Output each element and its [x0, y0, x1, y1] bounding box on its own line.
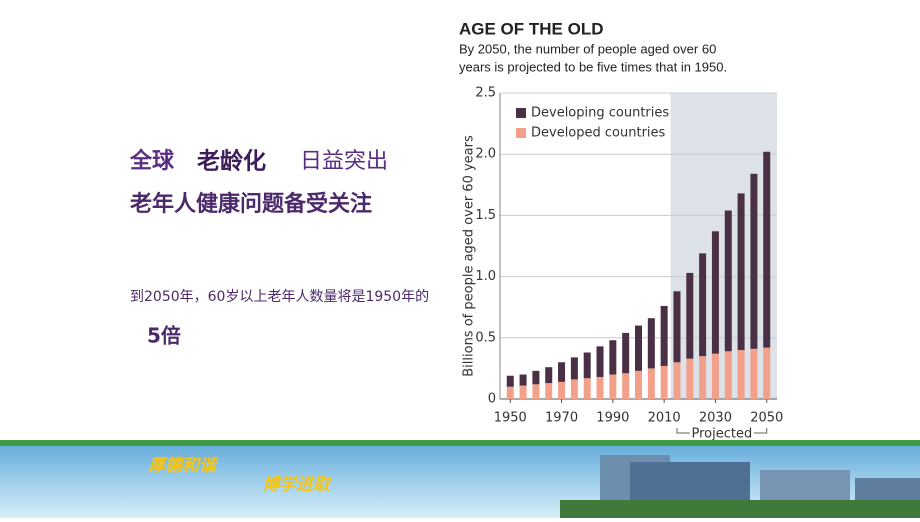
- bar-segment: [673, 291, 681, 363]
- chart-subtitle: years is projected to be five times that…: [459, 59, 727, 74]
- bar-segment: [583, 378, 591, 399]
- chart: AGE OF THE OLD By 2050, the number of peo…: [459, 19, 783, 441]
- banner-text: 厚德和谐: [147, 456, 219, 476]
- x-tick-label: 1950: [494, 411, 527, 426]
- bar-segment: [506, 386, 514, 399]
- annotation: Projected: [691, 427, 752, 442]
- bar-segment: [763, 151, 771, 348]
- bar-segment: [724, 210, 732, 352]
- y-axis-label: Billions of people aged over 60 years: [462, 135, 477, 377]
- trees: [560, 500, 920, 518]
- legend-swatch: [516, 108, 526, 118]
- title-part: 日益突出: [300, 149, 388, 174]
- bar-segment: [519, 374, 527, 386]
- x-tick-label: 1990: [596, 411, 629, 426]
- y-tick-label: 1.0: [475, 269, 496, 284]
- x-tick-label: 2030: [699, 411, 732, 426]
- annotation-bg: [689, 425, 754, 441]
- chart-subtitle: By 2050, the number of people aged over …: [459, 41, 716, 56]
- bar-segment: [673, 362, 681, 399]
- bar-segment: [724, 351, 732, 399]
- banner-strip: [0, 440, 920, 446]
- y-tick-label: 2.0: [475, 147, 496, 162]
- title-part: 老龄化: [196, 148, 266, 175]
- body-text: 到2050年，60岁以上老年人数量将是1950年的: [130, 289, 429, 305]
- legend-swatch: [516, 128, 526, 138]
- slide-title: 全球 老龄化 日益突出 老年人健康问题备受关注: [129, 148, 388, 218]
- bar-segment: [545, 383, 553, 399]
- bar-segment: [711, 353, 719, 399]
- bar-segment: [635, 325, 642, 371]
- bar-segment: [570, 379, 578, 399]
- bar-segment: [763, 347, 771, 399]
- y-tick-label: 0: [488, 392, 496, 407]
- bar-segment: [622, 373, 630, 399]
- bar-segment: [532, 370, 540, 385]
- title-line: 老年人健康问题备受关注: [129, 191, 372, 217]
- body-emphasis: 5倍: [147, 324, 181, 348]
- bar-segment: [583, 352, 591, 379]
- y-tick-label: 2.5: [475, 86, 496, 101]
- bar-segment: [711, 231, 719, 354]
- bar-segment: [660, 305, 668, 366]
- bar-segment: [609, 340, 617, 375]
- banner-text: 博学进取: [262, 475, 333, 495]
- legend-label: Developed countries: [531, 126, 666, 141]
- bar-segment: [622, 332, 630, 374]
- legend-label: Developing countries: [531, 106, 669, 121]
- bar-segment: [647, 368, 655, 399]
- bar-segment: [545, 367, 553, 384]
- bar-segment: [519, 385, 527, 399]
- bar-segment: [750, 173, 758, 349]
- y-tick-label: 0.5: [475, 330, 496, 345]
- bar-segment: [609, 374, 617, 399]
- bar-segment: [596, 346, 604, 377]
- bar-segment: [635, 370, 642, 399]
- bar-segment: [596, 376, 604, 399]
- banner: 厚德和谐 博学进取: [0, 440, 920, 518]
- bar-segment: [558, 381, 566, 399]
- bar-segment: [660, 365, 668, 399]
- bar-segment: [737, 350, 745, 399]
- y-tick-label: 1.5: [475, 208, 496, 223]
- bar-segment: [750, 348, 758, 399]
- bar-segment: [686, 358, 694, 399]
- bar-segment: [647, 318, 655, 369]
- x-tick-label: 2010: [648, 411, 681, 426]
- bar-segment: [506, 375, 514, 387]
- chart-title: AGE OF THE OLD: [459, 19, 604, 38]
- bar-segment: [737, 193, 745, 351]
- bar-segment: [570, 357, 578, 380]
- x-tick-label: 1970: [545, 411, 578, 426]
- bar-segment: [699, 253, 707, 357]
- bar-segment: [558, 362, 566, 382]
- bar-segment: [699, 356, 707, 399]
- x-tick-label: 2050: [750, 411, 783, 426]
- bar-segment: [686, 272, 694, 359]
- bar-segment: [532, 384, 540, 399]
- title-part: 全球: [129, 148, 175, 174]
